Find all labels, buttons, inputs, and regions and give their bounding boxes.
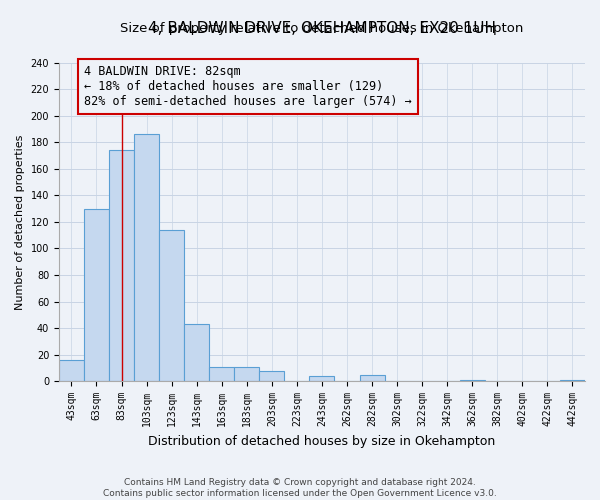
Bar xyxy=(460,380,485,381)
Bar xyxy=(234,366,259,381)
X-axis label: Distribution of detached houses by size in Okehampton: Distribution of detached houses by size … xyxy=(148,434,496,448)
Bar xyxy=(159,230,184,381)
Bar xyxy=(84,208,109,381)
Title: Size of property relative to detached houses in Okehampton: Size of property relative to detached ho… xyxy=(120,22,524,35)
Bar xyxy=(560,380,585,381)
Bar xyxy=(310,376,334,381)
Bar xyxy=(59,360,84,381)
Bar xyxy=(134,134,159,381)
Bar xyxy=(109,150,134,381)
Bar xyxy=(359,374,385,381)
Y-axis label: Number of detached properties: Number of detached properties xyxy=(15,134,25,310)
Text: 4 BALDWIN DRIVE: 82sqm
← 18% of detached houses are smaller (129)
82% of semi-de: 4 BALDWIN DRIVE: 82sqm ← 18% of detached… xyxy=(84,66,412,108)
Text: 4, BALDWIN DRIVE, OKEHAMPTON, EX20 1UH: 4, BALDWIN DRIVE, OKEHAMPTON, EX20 1UH xyxy=(148,20,496,36)
Bar xyxy=(209,366,234,381)
Text: Contains HM Land Registry data © Crown copyright and database right 2024.
Contai: Contains HM Land Registry data © Crown c… xyxy=(103,478,497,498)
Bar xyxy=(259,370,284,381)
Bar xyxy=(184,324,209,381)
